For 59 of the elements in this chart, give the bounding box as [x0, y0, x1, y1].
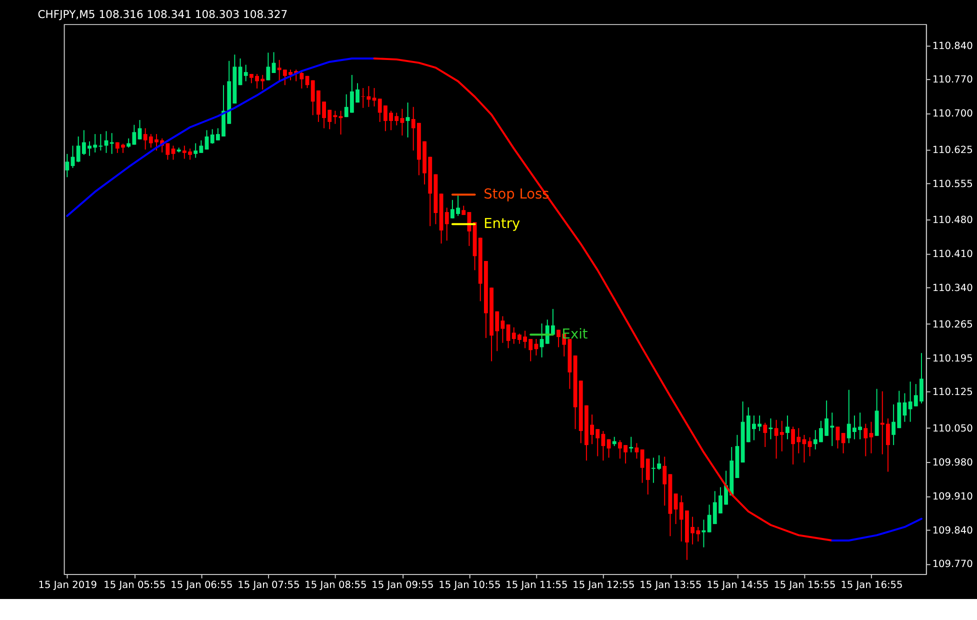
x-tick-label: 15 Jan 15:55 [774, 580, 836, 592]
candlestick [266, 52, 270, 81]
candlestick [444, 207, 449, 242]
candlestick [372, 88, 376, 107]
candlestick [338, 110, 343, 136]
x-tick-label: 15 Jan 10:55 [438, 580, 501, 592]
candlestick [366, 86, 371, 108]
candlestick [300, 70, 304, 89]
candlestick [606, 438, 611, 458]
candlestick [864, 423, 868, 457]
candlestick [238, 58, 242, 86]
candlestick [244, 64, 248, 82]
x-tick-label: 15 Jan 08:55 [304, 580, 367, 592]
x-tick-label: 15 Jan 16:55 [840, 580, 903, 592]
candlestick [65, 153, 70, 178]
y-tick-label: 110.480 [932, 215, 973, 226]
line-series [831, 518, 922, 542]
y-tick-label: 110.195 [932, 353, 973, 364]
candlestick [768, 418, 773, 440]
y-tick-label: 110.125 [932, 387, 973, 398]
x-tick-label: 15 Jan 09:55 [372, 580, 434, 592]
y-tick-label: 110.265 [932, 319, 973, 330]
series-label: Exit [562, 326, 588, 343]
y-tick-label: 109.910 [932, 491, 973, 502]
candlestick [869, 421, 874, 454]
y-tick-label: 109.980 [932, 457, 973, 468]
chart-title: CHFJPY,M5 108.316 108.341 108.303 108.327 [38, 8, 288, 22]
x-tick-label: 15 Jan 11:55 [506, 580, 568, 592]
y-tick-label: 110.840 [932, 40, 973, 52]
y-tick-label: 110.050 [932, 424, 973, 435]
x-tick-label: 15 Jan 12:55 [572, 580, 635, 592]
candlestick [171, 145, 176, 160]
y-tick-label: 110.700 [932, 108, 973, 120]
series-label: Entry [484, 216, 520, 232]
candlestick [841, 432, 846, 454]
line-series [373, 57, 834, 542]
line-series [66, 57, 376, 217]
x-tick-label: 15 Jan 2019 [38, 580, 98, 592]
y-tick-label: 110.410 [932, 249, 973, 260]
x-tick-label: 15 Jan 06:55 [170, 580, 233, 592]
y-tick-label: 110.555 [932, 178, 973, 190]
candlestick [702, 519, 706, 548]
x-tick-label: 15 Jan 05:55 [104, 580, 166, 592]
x-tick-label: 15 Jan 07:55 [238, 580, 300, 592]
candlestick [138, 120, 142, 140]
candlestick [406, 102, 410, 138]
x-tick-label: 15 Jan 13:55 [640, 580, 702, 592]
y-tick-label: 109.770 [932, 559, 973, 570]
y-tick-label: 110.340 [932, 283, 973, 294]
candlestick [612, 436, 616, 447]
y-tick-label: 110.625 [932, 144, 973, 156]
candlestick [763, 422, 768, 448]
candlestick [629, 436, 634, 453]
candlestick [634, 442, 639, 460]
y-tick-label: 110.770 [932, 74, 973, 86]
candlestick [786, 415, 790, 440]
y-tick-label: 109.840 [932, 525, 973, 536]
candlestick [808, 436, 812, 457]
x-tick-label: 15 Jan 14:55 [706, 580, 769, 592]
